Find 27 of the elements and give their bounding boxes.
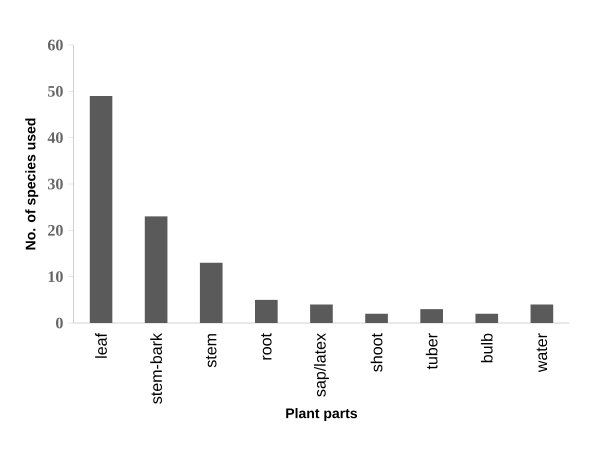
y-tick-label: 50 [48,86,63,97]
x-tick-label: water [536,333,548,372]
y-tick-label: 40 [48,132,63,144]
x-tick-label: leaf [95,333,107,358]
bar [365,314,388,323]
y-tick-label: 10 [48,271,63,282]
y-tick-label: 30 [48,178,63,190]
bar [144,216,168,323]
x-axis-title: Plant parts [286,408,358,422]
bar [200,262,223,323]
y-axis-title: No. of species used [25,118,38,250]
x-tick-label: stem [206,334,216,368]
bar [90,96,112,323]
bar [475,314,498,323]
bar [255,300,278,323]
x-tick-label: root [261,333,272,360]
bar [420,309,443,323]
x-tick-label: stem-bark [150,333,162,404]
y-tick-label: 60 [48,40,63,50]
x-tick-label: shoot [370,333,382,372]
x-tick-label: bulb [480,334,493,362]
x-tick-label: tuber [426,333,438,370]
bar [310,304,333,323]
y-tick-label: 20 [48,224,63,236]
x-tick-label: sap/latex [314,333,329,397]
bar [530,304,554,323]
y-tick-label: 0 [56,318,63,328]
